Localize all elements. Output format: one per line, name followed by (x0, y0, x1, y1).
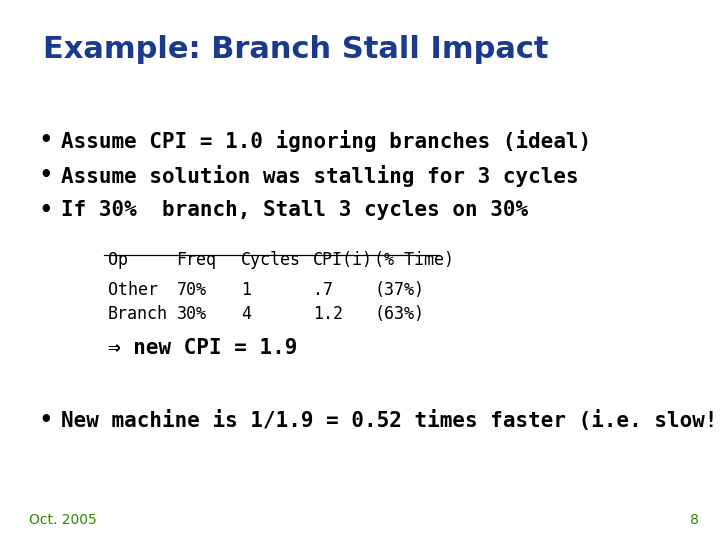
Text: Other: Other (108, 281, 158, 299)
Text: (63%): (63%) (374, 305, 424, 323)
Text: If 30%  branch, Stall 3 cycles on 30%: If 30% branch, Stall 3 cycles on 30% (61, 200, 528, 220)
Text: 8: 8 (690, 512, 698, 526)
Text: •: • (40, 130, 53, 150)
Text: (37%): (37%) (374, 281, 424, 299)
Text: Assume solution was stalling for 3 cycles: Assume solution was stalling for 3 cycle… (61, 165, 579, 187)
Text: ⇒ new CPI = 1.9: ⇒ new CPI = 1.9 (108, 338, 297, 357)
Text: Op: Op (108, 251, 128, 269)
Text: •: • (40, 410, 53, 430)
Text: 1: 1 (241, 281, 251, 299)
Text: Oct. 2005: Oct. 2005 (29, 512, 96, 526)
Text: 30%: 30% (176, 305, 207, 323)
Text: .7: .7 (313, 281, 333, 299)
Text: Freq: Freq (176, 251, 217, 269)
Text: Assume CPI = 1.0 ignoring branches (ideal): Assume CPI = 1.0 ignoring branches (idea… (61, 130, 591, 152)
Text: Cycles: Cycles (241, 251, 301, 269)
Text: Example: Branch Stall Impact: Example: Branch Stall Impact (43, 35, 549, 64)
Text: •: • (40, 165, 53, 185)
Text: 4: 4 (241, 305, 251, 323)
Text: New machine is 1/1.9 = 0.52 times faster (i.e. slow!): New machine is 1/1.9 = 0.52 times faster… (61, 410, 720, 431)
Text: (% Time): (% Time) (374, 251, 454, 269)
Text: Branch: Branch (108, 305, 168, 323)
Text: 1.2: 1.2 (313, 305, 343, 323)
Text: 70%: 70% (176, 281, 207, 299)
Text: •: • (40, 200, 53, 220)
Text: CPI(i): CPI(i) (313, 251, 373, 269)
